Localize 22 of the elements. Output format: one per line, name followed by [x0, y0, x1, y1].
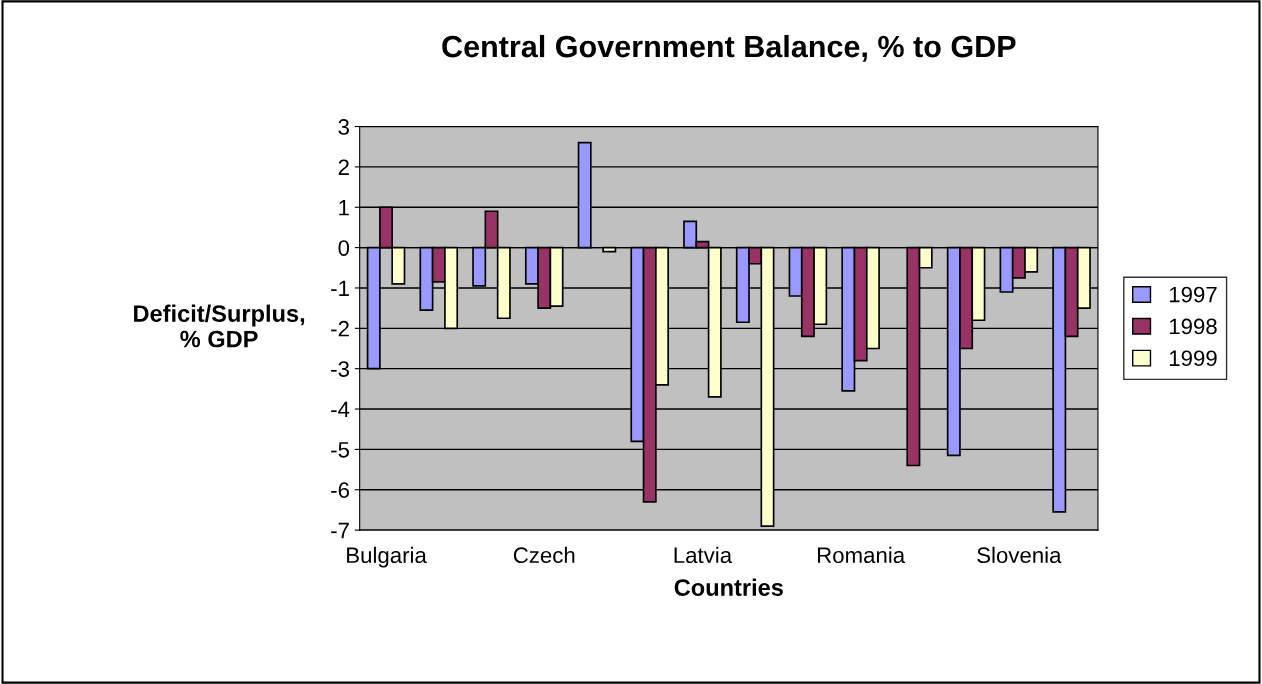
y-tick-label: -2	[331, 320, 349, 337]
y-tick-label: -7	[331, 522, 349, 539]
x-tick-label: Romania	[818, 546, 906, 564]
y-tick-label: -3	[331, 361, 349, 377]
x-tick-label: Slovenia	[977, 546, 1062, 564]
x-axis-title: Countries	[674, 578, 783, 596]
x-tick-label: Latvia	[674, 546, 733, 564]
chart-title: Central Government Balance, % to GDP	[442, 34, 1016, 62]
y-tick-label: 1	[339, 200, 349, 216]
y-tick-label: 3	[338, 119, 349, 135]
y-tick-label: 2	[338, 159, 349, 175]
legend-label: 1998	[1169, 318, 1217, 335]
x-tick-label: Bulgaria	[347, 546, 427, 568]
y-tick-label: -6	[331, 482, 349, 499]
y-tick-label: -5	[331, 442, 350, 458]
legend-label: 1997	[1169, 286, 1217, 303]
x-tick-label: Czech	[513, 546, 575, 564]
y-axis-title: Deficit/Surplus, % GDP	[134, 304, 305, 348]
y-tick-label: 0	[338, 240, 350, 256]
y-tick-label: -4	[331, 401, 350, 418]
y-tick-label: -1	[331, 280, 349, 297]
legend-label: 1999	[1169, 350, 1217, 367]
